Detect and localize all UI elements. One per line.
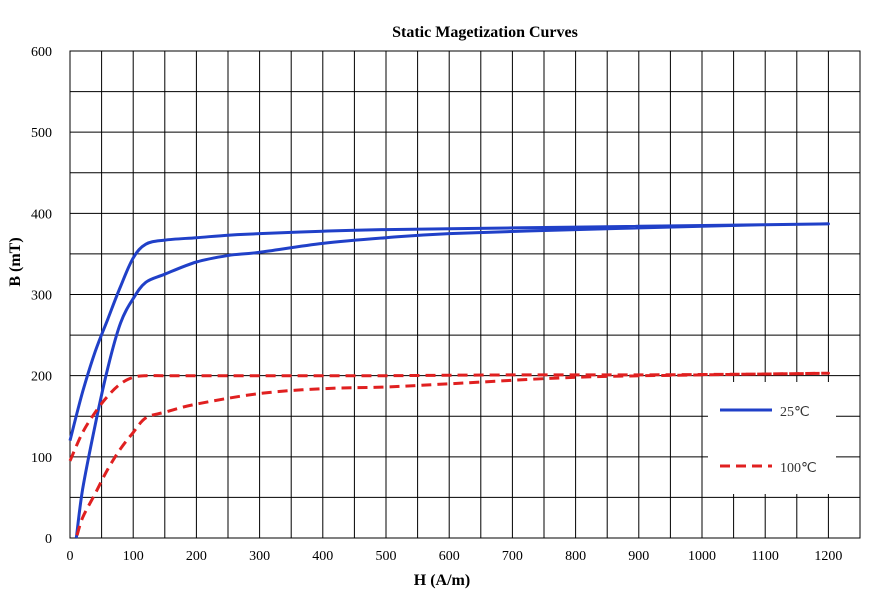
series-lines — [68, 222, 830, 539]
legend-label-25c: 25℃ — [780, 405, 810, 420]
y-tick-label: 0 — [45, 532, 52, 547]
x-axis-label: H (A/m) — [414, 572, 470, 589]
x-tick-label: 1200 — [814, 549, 842, 564]
x-tick-labels: 0 100 200 300 400 500 600 700 800 900 1000 1100 1200 — [67, 549, 843, 564]
series-line-1 — [68, 371, 830, 539]
y-tick-label: 600 — [31, 45, 52, 60]
y-tick-labels: 0 100 200 300 400 500 600 — [31, 45, 52, 547]
x-tick-label: 600 — [439, 549, 460, 564]
y-tick-label: 400 — [31, 207, 52, 222]
plot-frame — [69, 50, 861, 539]
series-line-0 — [68, 222, 830, 539]
x-tick-label: 500 — [376, 549, 397, 564]
x-tick-label: 900 — [628, 549, 649, 564]
x-tick-label: 1100 — [751, 549, 778, 564]
chart-title: Static Magetization Curves — [392, 24, 578, 41]
x-tick-label: 800 — [565, 549, 586, 564]
x-tick-label: 700 — [502, 549, 523, 564]
y-axis-label: B (mT) — [7, 237, 24, 286]
legend: 25℃ 100℃ — [708, 382, 836, 494]
x-tick-label: 1000 — [688, 549, 716, 564]
y-tick-label: 200 — [31, 370, 52, 385]
y-tick-label: 300 — [31, 289, 52, 304]
y-tick-label: 500 — [31, 126, 52, 141]
x-tick-label: 0 — [67, 549, 74, 564]
x-tick-label: 300 — [249, 549, 270, 564]
x-tick-label: 400 — [312, 549, 333, 564]
legend-label-100c: 100℃ — [780, 461, 817, 476]
x-tick-label: 100 — [123, 549, 144, 564]
legend-box — [708, 382, 836, 494]
x-tick-label: 200 — [186, 549, 207, 564]
y-tick-label: 100 — [31, 451, 52, 466]
